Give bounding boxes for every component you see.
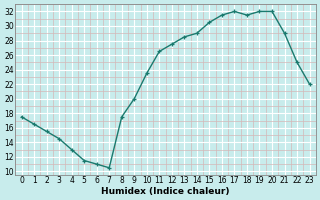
X-axis label: Humidex (Indice chaleur): Humidex (Indice chaleur) — [101, 187, 230, 196]
